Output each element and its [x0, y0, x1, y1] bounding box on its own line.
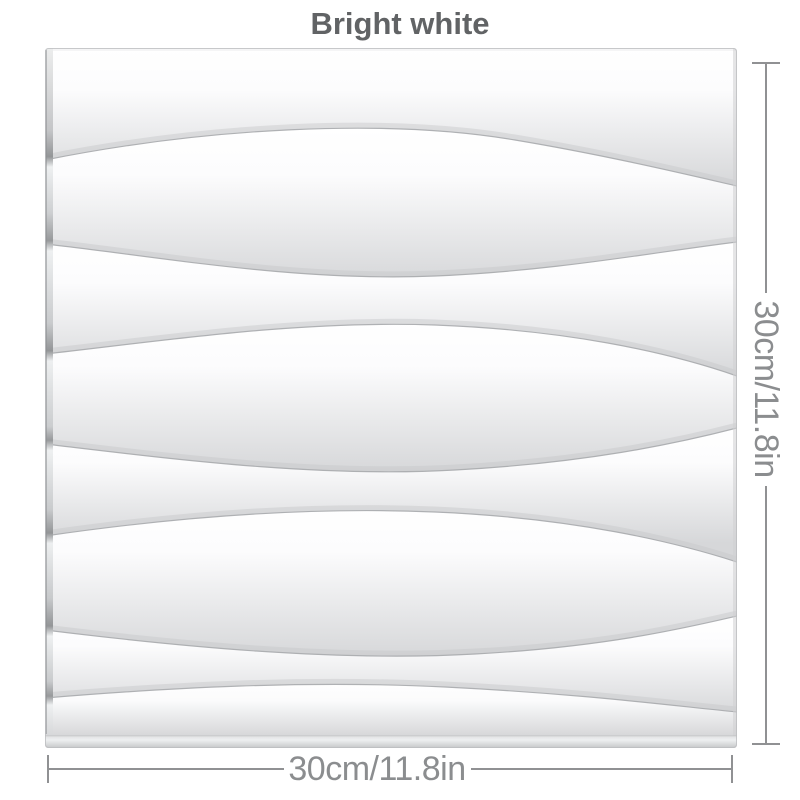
dimension-line-horizontal-left: [48, 768, 284, 770]
dimension-line-vertical-upper: [765, 63, 767, 293]
dimension-line-vertical-lower: [765, 486, 767, 744]
wall-panel-image: [45, 48, 737, 748]
height-dimension-label: 30cm/11.8in: [747, 300, 785, 478]
dimension-cap-bottom: [752, 743, 780, 745]
dimension-line-horizontal-right: [471, 768, 731, 770]
color-name-title: Bright white: [310, 6, 490, 41]
wave-texture: [45, 48, 737, 748]
dimension-cap-right: [731, 755, 733, 783]
width-dimension-label: 30cm/11.8in: [288, 750, 466, 788]
